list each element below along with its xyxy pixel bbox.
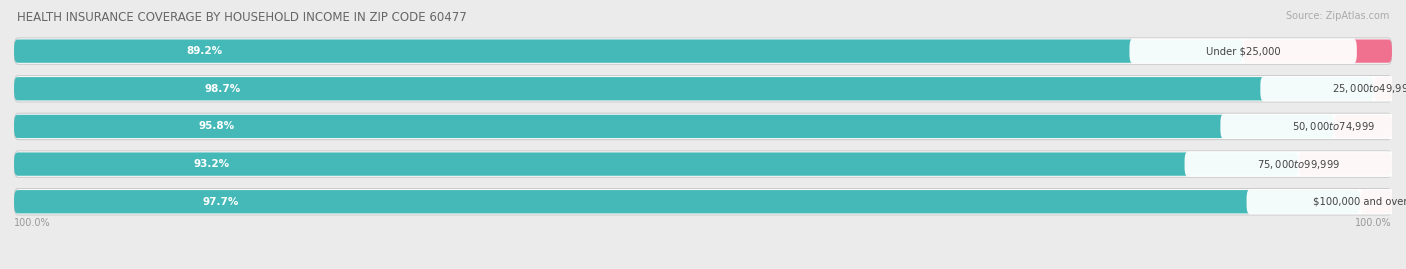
FancyBboxPatch shape (1185, 151, 1406, 177)
Text: 100.0%: 100.0% (14, 218, 51, 228)
Text: $100,000 and over: $100,000 and over (1313, 197, 1406, 207)
FancyBboxPatch shape (14, 190, 1360, 213)
Text: $50,000 to $74,999: $50,000 to $74,999 (1292, 120, 1375, 133)
FancyBboxPatch shape (1298, 153, 1392, 176)
Text: 100.0%: 100.0% (1355, 218, 1392, 228)
FancyBboxPatch shape (1243, 40, 1392, 63)
FancyBboxPatch shape (1260, 76, 1406, 101)
FancyBboxPatch shape (1247, 189, 1406, 214)
FancyBboxPatch shape (14, 189, 1392, 215)
FancyBboxPatch shape (14, 77, 1374, 100)
Text: 93.2%: 93.2% (194, 159, 231, 169)
Text: Under $25,000: Under $25,000 (1206, 46, 1281, 56)
FancyBboxPatch shape (1360, 190, 1392, 213)
FancyBboxPatch shape (14, 76, 1392, 102)
FancyBboxPatch shape (14, 151, 1392, 177)
FancyBboxPatch shape (14, 38, 1392, 64)
Text: 98.7%: 98.7% (204, 84, 240, 94)
FancyBboxPatch shape (1129, 38, 1357, 64)
Text: 97.7%: 97.7% (202, 197, 239, 207)
Text: Source: ZipAtlas.com: Source: ZipAtlas.com (1285, 11, 1389, 21)
Text: $25,000 to $49,999: $25,000 to $49,999 (1333, 82, 1406, 95)
FancyBboxPatch shape (14, 113, 1392, 140)
Text: $75,000 to $99,999: $75,000 to $99,999 (1257, 158, 1340, 171)
Text: HEALTH INSURANCE COVERAGE BY HOUSEHOLD INCOME IN ZIP CODE 60477: HEALTH INSURANCE COVERAGE BY HOUSEHOLD I… (17, 11, 467, 24)
FancyBboxPatch shape (1220, 114, 1406, 139)
FancyBboxPatch shape (1374, 77, 1392, 100)
Text: 89.2%: 89.2% (186, 46, 222, 56)
FancyBboxPatch shape (1334, 115, 1392, 138)
FancyBboxPatch shape (14, 40, 1243, 63)
Text: 95.8%: 95.8% (198, 121, 235, 132)
FancyBboxPatch shape (14, 153, 1298, 176)
FancyBboxPatch shape (14, 115, 1334, 138)
Legend: With Coverage, Without Coverage: With Coverage, Without Coverage (589, 268, 817, 269)
